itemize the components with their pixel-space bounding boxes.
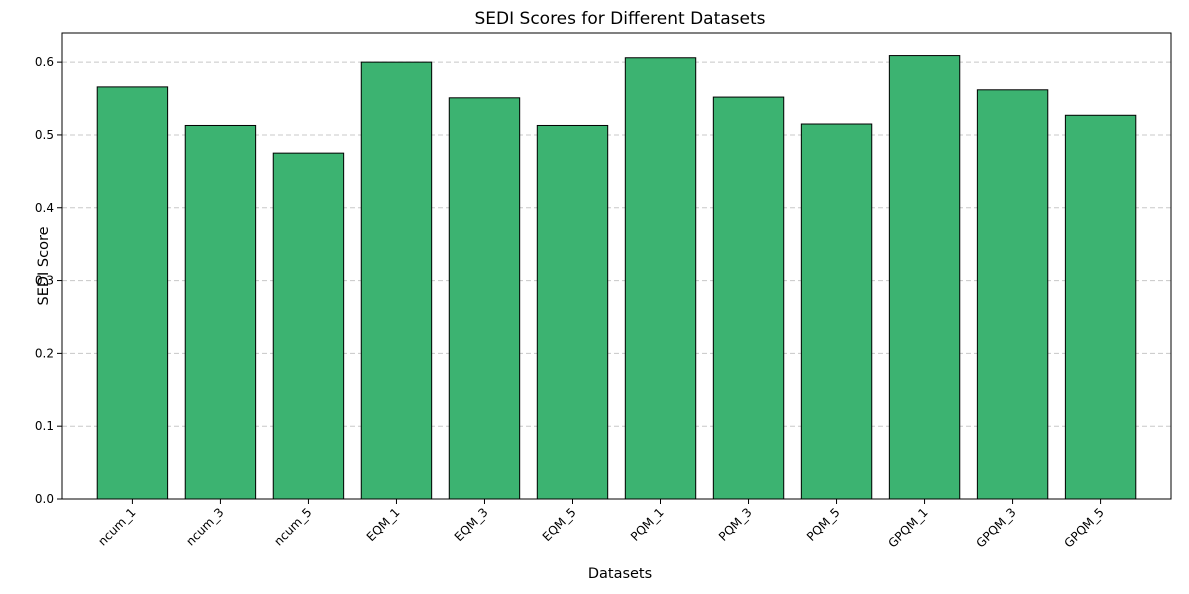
y-tick-label-6: 0.6 [35,55,54,69]
bar-EQM_1 [360,61,433,500]
bar-ncum_5 [272,152,345,500]
bar-GPQM_1 [888,55,961,500]
y-axis-label: SEDI Score [36,226,52,305]
x-tick-label-PQM_5: PQM_5 [804,505,843,544]
bar-GPQM_3 [976,89,1049,500]
x-tick-label-GPQM_3: GPQM_3 [973,505,1018,550]
x-tick-label-EQM_1: EQM_1 [364,505,403,544]
x-tick-label-GPQM_5: GPQM_5 [1061,505,1106,550]
y-tick-label-0: 0.0 [35,492,54,506]
x-tick-label-ncum_3: ncum_3 [183,505,226,548]
bar-ncum_1 [96,86,169,500]
bar-EQM_5 [536,124,609,500]
bar-PQM_3 [712,96,785,500]
y-tick-label-3: 0.3 [35,274,54,288]
chart-title: SEDI Scores for Different Datasets [474,9,765,29]
plot-frame [61,32,1172,500]
bars [96,55,1137,500]
y-tick-label-5: 0.5 [35,128,54,142]
y-tick-label-2: 0.2 [35,346,54,360]
bar-PQM_1 [624,57,697,500]
x-tick-label-ncum_5: ncum_5 [271,505,314,548]
bar-EQM_3 [448,97,521,500]
x-tick-label-PQM_3: PQM_3 [716,505,755,544]
y-tick-label-1: 0.1 [35,419,54,433]
x-tick-label-GPQM_1: GPQM_1 [885,505,930,550]
x-tick-label-ncum_1: ncum_1 [95,505,138,548]
x-tick-label-EQM_3: EQM_3 [452,505,491,544]
bar-ncum_3 [184,124,257,500]
y-tick-label-4: 0.4 [35,201,54,215]
x-tick-label-EQM_5: EQM_5 [540,505,579,544]
bar-PQM_5 [800,123,873,500]
x-axis-label: Datasets [588,566,652,582]
bar-GPQM_5 [1064,114,1137,500]
x-tick-label-PQM_1: PQM_1 [628,505,667,544]
